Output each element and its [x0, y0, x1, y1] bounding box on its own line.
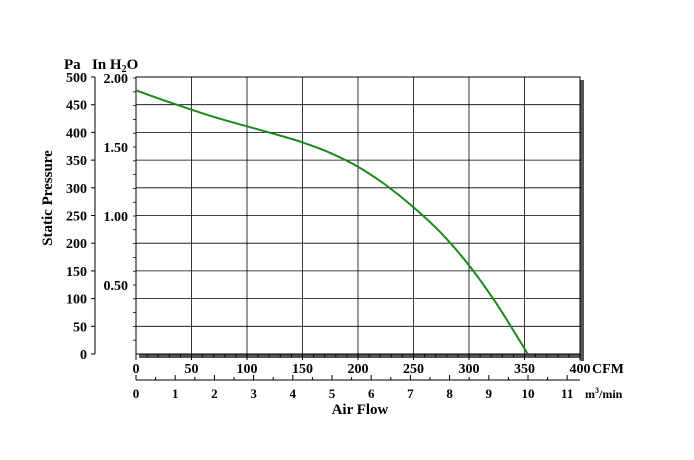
y-inh2o-tick-label-0: 0.50 [104, 279, 129, 294]
y-pa-tick-label-1: 50 [73, 320, 87, 335]
x-tick-label-8: 400 [570, 362, 591, 377]
axes [91, 76, 581, 381]
tick-labels: 0501001502002503003504004505000.501.001.… [66, 71, 591, 401]
plot-shadow-bottom [139, 354, 584, 358]
series-line-0 [135, 89, 529, 355]
labels: Pa In H2O Static Pressure Air Flow CFM m… [40, 57, 624, 418]
y-unit-inh2o-suffix: O [127, 57, 139, 73]
y-pa-tick-label-6: 300 [66, 182, 87, 197]
y-pa-tick-label-9: 450 [66, 99, 87, 114]
y-pa-tick-label-8: 400 [66, 126, 87, 141]
x2-tick-label-11: 11 [561, 386, 573, 401]
x-tick-label-7: 350 [514, 362, 535, 377]
x-primary-unit: CFM [592, 362, 624, 377]
series-layer [135, 89, 529, 355]
x2-tick-label-2: 2 [211, 386, 218, 401]
y-inh2o-tick-label-3: 2.00 [104, 72, 129, 87]
x2-tick-label-3: 3 [250, 386, 257, 401]
x2-tick-label-5: 5 [329, 386, 336, 401]
y-pa-tick-label-3: 150 [66, 265, 87, 280]
x2-tick-label-0: 0 [133, 386, 140, 401]
plot-shadow-right [580, 80, 584, 361]
y-unit-pa-label: Pa [64, 57, 81, 73]
y-unit-inh2o-label: In H2O [92, 57, 138, 75]
y-inh2o-tick-label-2: 1.50 [104, 141, 129, 156]
y-unit-inh2o-prefix: In H [92, 57, 122, 73]
x-tick-label-6: 300 [459, 362, 480, 377]
grid [136, 76, 581, 354]
x-secondary-unit-suffix: /min [598, 387, 623, 401]
x2-tick-label-6: 6 [368, 386, 375, 401]
x2-tick-label-7: 7 [407, 386, 414, 401]
y-pa-tick-label-10: 500 [66, 71, 87, 86]
x2-tick-label-4: 4 [290, 386, 297, 401]
plot-shadow [139, 80, 584, 361]
x2-tick-label-1: 1 [172, 386, 179, 401]
x-secondary-unit-prefix: m [585, 387, 595, 401]
y-pa-tick-label-4: 200 [66, 237, 87, 252]
y-pa-tick-label-2: 100 [66, 293, 87, 308]
x-tick-label-1: 50 [185, 362, 199, 377]
x-axis-title: Air Flow [332, 402, 389, 418]
y-axis-title: Static Pressure [40, 150, 56, 246]
x-tick-label-0: 0 [133, 362, 140, 377]
y-pa-tick-label-7: 350 [66, 154, 87, 169]
x-tick-label-2: 100 [237, 362, 258, 377]
x-tick-label-3: 150 [292, 362, 313, 377]
y-pa-tick-label-5: 250 [66, 210, 87, 225]
x-secondary-unit-sup: 3 [595, 386, 599, 395]
x-tick-label-5: 250 [403, 362, 424, 377]
x2-tick-label-10: 10 [521, 386, 534, 401]
x-tick-label-4: 200 [348, 362, 369, 377]
y-pa-tick-label-0: 0 [80, 348, 87, 363]
x-secondary-unit: m3/min [585, 386, 623, 401]
y-inh2o-tick-label-1: 1.00 [104, 210, 129, 225]
x2-tick-label-8: 8 [446, 386, 453, 401]
x2-tick-label-9: 9 [486, 386, 493, 401]
y-unit-inh2o-sub: 2 [122, 64, 127, 75]
